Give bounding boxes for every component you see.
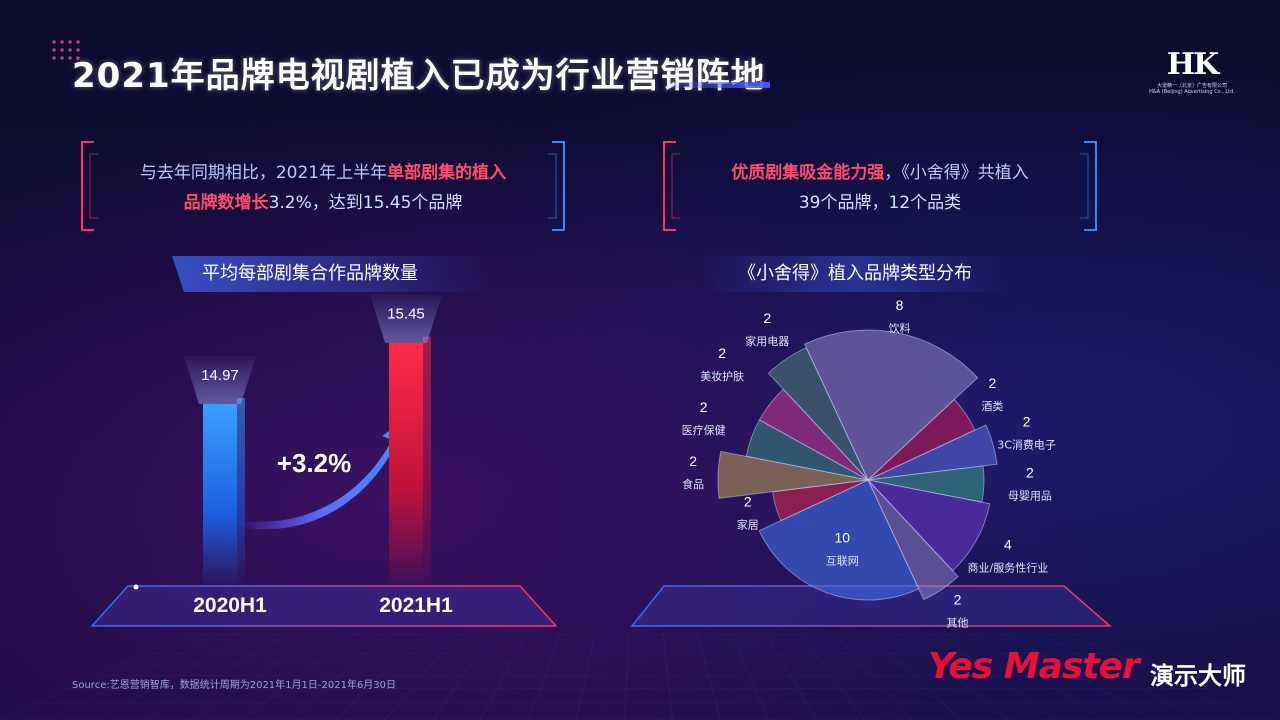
pie-label-食品: 食品 [682,477,704,491]
pie-value-其他: 2 [954,592,962,608]
pie-label-美妆护肤: 美妆护肤 [700,369,744,383]
pie-value-商业/服务性行业: 4 [1004,537,1012,553]
bar-value-2021H1: 15.45 [387,306,425,323]
pie-value-3C消费电子: 2 [1023,414,1031,430]
pie-value-互联网: 10 [835,530,851,546]
bar-value-2020H1: 14.97 [201,367,239,384]
pie-label-互联网: 互联网 [826,555,859,568]
pie-label-饮料: 饮料 [889,321,911,335]
pie-label-母婴用品: 母婴用品 [1008,490,1052,503]
pie-value-美妆护肤: 2 [718,345,726,361]
bar-side-2021H1 [423,337,431,586]
pie-label-酒类: 酒类 [981,399,1003,413]
pie-value-酒类: 2 [989,375,997,391]
source-note: Source:艺恩营销智库，数据统计周期为2021年1月1日-2021年6月30… [72,676,396,691]
pie-value-家用电器: 2 [763,310,771,326]
pie-label-医疗保健: 医疗保健 [682,423,726,437]
bar-category-2021H1: 2021H1 [379,594,453,617]
pie-label-家用电器: 家用电器 [745,334,789,348]
bar-2020H1 [203,404,237,586]
pie-label-家居: 家居 [737,518,759,532]
pie-label-商业/服务性行业: 商业/服务性行业 [968,561,1049,575]
pie-label-3C消费电子: 3C消费电子 [997,438,1056,452]
pie-value-母婴用品: 2 [1026,465,1034,481]
growth-annotation: +3.2% [277,448,351,478]
bar-chart-platform [92,585,556,627]
bar-side-2020H1 [237,398,245,586]
brand-logo-en: Yes Master [928,646,1139,687]
bar-category-2020H1: 2020H1 [193,594,267,617]
pie-value-医疗保健: 2 [700,399,708,415]
pie-value-家居: 2 [744,494,752,510]
pie-value-食品: 2 [689,453,697,469]
pie-value-饮料: 8 [896,297,904,313]
pie-label-其他: 其他 [947,617,969,630]
bar-2021H1 [389,343,423,586]
brand-logo-cn: 演示大师 [1150,656,1246,691]
